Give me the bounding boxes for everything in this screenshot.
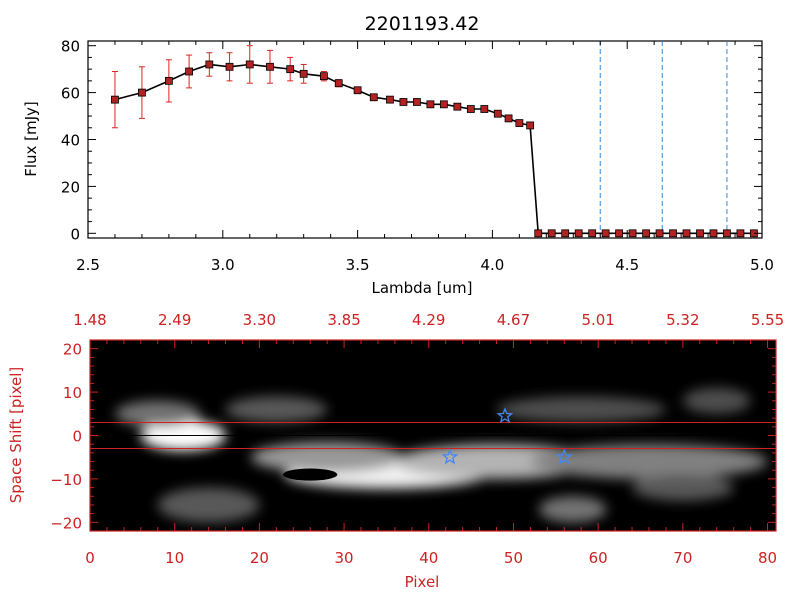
data-point <box>138 88 146 97</box>
data-point <box>493 109 502 118</box>
data-point <box>426 100 435 109</box>
data-point <box>286 65 295 74</box>
wavelength-tick-label: 5.55 <box>751 311 784 329</box>
star-marker <box>441 448 459 465</box>
data-point <box>669 229 677 238</box>
x-tick-label: 4.5 <box>615 256 639 274</box>
image-x-tick-label: 40 <box>419 549 438 567</box>
image-y-tick-label: 20 <box>63 341 82 359</box>
flux-series-line <box>114 63 754 235</box>
data-point <box>655 229 664 238</box>
image-x-tick-label: 20 <box>250 549 269 567</box>
chart-title: 2201193.42 <box>365 13 480 35</box>
data-point <box>399 98 408 106</box>
emission-blob <box>496 396 666 423</box>
emission-blob <box>115 400 201 427</box>
wavelength-tick-label: 2.49 <box>158 311 191 329</box>
data-point <box>696 229 704 238</box>
data-point <box>319 72 328 81</box>
image-y-axis-label: Space Shift [pixel] <box>7 367 25 504</box>
data-point <box>561 229 570 238</box>
data-point <box>266 62 274 71</box>
x-tick-label: 2.5 <box>76 256 100 274</box>
image-x-tick-label: 60 <box>589 549 608 567</box>
data-point <box>709 229 718 238</box>
data-point <box>723 229 731 238</box>
data-point <box>547 229 556 238</box>
y-tick-label: 60 <box>61 85 80 103</box>
data-point <box>588 229 597 238</box>
data-point <box>225 62 234 71</box>
y-tick-label: 80 <box>61 38 80 56</box>
wavelength-tick-label: 3.85 <box>327 311 360 329</box>
wavelength-tick-label: 4.29 <box>412 311 445 329</box>
wavelength-tick-label: 4.67 <box>497 311 530 329</box>
data-point <box>574 229 583 238</box>
dark-spot <box>283 468 338 481</box>
data-point <box>164 76 173 85</box>
image-y-tick-label: 0 <box>72 428 82 446</box>
data-point <box>369 93 378 102</box>
spectral-image-panel: 0 1.48 10 2.49 20 3.30 30 3.85 40 4.29 50 4.67 60 5.0… <box>7 311 784 591</box>
y-tick-label: 0 <box>70 225 80 243</box>
image-x-tick-label: 30 <box>335 549 354 567</box>
wavelength-tick-label: 3.30 <box>243 311 276 329</box>
emission-blob <box>538 496 607 523</box>
data-point <box>736 229 745 238</box>
data-point <box>334 79 343 88</box>
data-point <box>205 60 214 69</box>
data-point <box>439 100 448 109</box>
data-point <box>185 67 194 76</box>
data-point <box>480 105 489 113</box>
data-point <box>642 229 650 238</box>
image-y-tick-label: −20 <box>50 514 82 532</box>
data-point <box>601 229 610 238</box>
image-x-tick-label: 0 <box>85 549 95 567</box>
image-x-tick-label: 80 <box>758 549 777 567</box>
wavelength-tick-label: 5.01 <box>581 311 614 329</box>
x-tick-label: 3.5 <box>346 256 370 274</box>
data-point <box>682 229 691 238</box>
x-tick-label: 5.0 <box>750 256 774 274</box>
y-tick-label: 40 <box>61 132 80 150</box>
data-point <box>526 121 535 130</box>
y-axis-label: Flux [mJy] <box>22 101 40 177</box>
emission-blob <box>157 487 260 523</box>
data-point <box>111 95 119 104</box>
emission-blob <box>632 474 734 501</box>
image-x-axis-label: Pixel <box>405 573 440 591</box>
data-point <box>299 69 308 78</box>
data-point <box>515 119 524 127</box>
wavelength-tick-label: 5.32 <box>666 311 699 329</box>
data-point <box>534 229 543 238</box>
data-point <box>245 60 254 69</box>
emission-blob <box>682 387 751 414</box>
x-axis-label: Lambda [um] <box>372 279 473 297</box>
flux-spectrum-chart: 2201193.42 2.5 3.0 3.5 4.0 4.5 5.0 0 20 40 60 80 L… <box>22 13 774 297</box>
emission-blob <box>225 396 328 423</box>
image-y-tick-label: 10 <box>63 384 82 402</box>
data-point <box>353 86 362 95</box>
image-x-tick-label: 50 <box>504 549 523 567</box>
image-y-tick-label: −10 <box>50 471 82 489</box>
data-point <box>628 229 637 238</box>
wavelength-tick-label: 1.48 <box>73 311 106 329</box>
image-x-tick-label: 70 <box>673 549 692 567</box>
emission-blob <box>250 442 404 473</box>
image-x-tick-label: 10 <box>165 549 184 567</box>
star-marker <box>555 448 573 465</box>
x-tick-label: 3.0 <box>211 256 235 274</box>
data-point <box>615 229 624 238</box>
data-point <box>466 105 475 113</box>
star-marker <box>496 407 514 424</box>
x-tick-label: 4.0 <box>480 256 504 274</box>
y-tick-label: 20 <box>61 178 80 196</box>
data-point <box>386 95 394 104</box>
emission-blob <box>530 444 768 479</box>
data-point <box>504 114 513 123</box>
data-point <box>413 98 421 106</box>
data-point <box>453 102 462 111</box>
